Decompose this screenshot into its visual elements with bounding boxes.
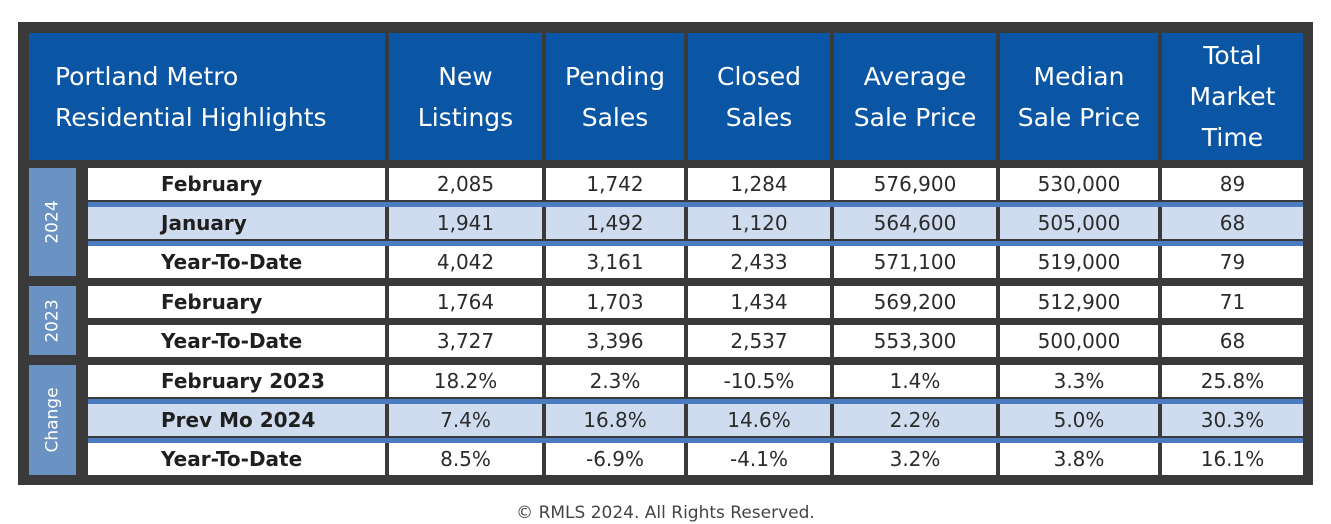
- title-line-1: Portland Metro: [55, 61, 239, 91]
- table-cell: 3.3%: [1000, 365, 1158, 397]
- table-cell: 1,120: [688, 207, 830, 239]
- header-line: Average: [863, 61, 967, 91]
- header-line: Total: [1203, 41, 1262, 70]
- row-label: Prev Mo 2024: [88, 404, 385, 436]
- title-line-2: Residential Highlights: [55, 102, 327, 132]
- group-label-2023: 2023: [29, 286, 76, 355]
- table-cell: 500,000: [1000, 325, 1158, 357]
- table-title: Portland Metro Residential Highlights: [29, 33, 385, 160]
- table-cell: 3.2%: [834, 443, 996, 475]
- table-cell: 1,703: [546, 286, 684, 318]
- column-header-pending-sales: Pending Sales: [546, 33, 684, 160]
- header-line: New: [438, 61, 493, 91]
- column-header-closed-sales: Closed Sales: [688, 33, 830, 160]
- table-cell: 7.4%: [389, 404, 542, 436]
- table-cell: 4,042: [389, 246, 542, 278]
- row-label: Year-To-Date: [88, 325, 385, 357]
- table-cell: 571,100: [834, 246, 996, 278]
- row-label: February 2023: [88, 365, 385, 397]
- header-line: Sales: [725, 102, 793, 132]
- row-label: Year-To-Date: [88, 443, 385, 475]
- row-separator-band: [88, 399, 1303, 404]
- header-line: Listings: [417, 102, 514, 132]
- header-line: Time: [1201, 123, 1264, 152]
- column-header-average-sale-price: Average Sale Price: [834, 33, 996, 160]
- table-cell: 14.6%: [688, 404, 830, 436]
- header-line: Market: [1189, 82, 1276, 111]
- table-cell: 1,492: [546, 207, 684, 239]
- group-label-text: Change: [42, 387, 63, 453]
- table-cell: 1,434: [688, 286, 830, 318]
- table-cell: 512,900: [1000, 286, 1158, 318]
- row-separator-band: [88, 202, 1303, 207]
- column-header-total-market-time: Total Market Time: [1162, 33, 1303, 160]
- column-header-median-sale-price: Median Sale Price: [1000, 33, 1158, 160]
- table-cell: 30.3%: [1162, 404, 1303, 436]
- table-cell: 505,000: [1000, 207, 1158, 239]
- row-separator-band: [88, 438, 1303, 443]
- table-cell: 1,764: [389, 286, 542, 318]
- table-cell: 25.8%: [1162, 365, 1303, 397]
- table-cell: 576,900: [834, 168, 996, 200]
- table-cell: 68: [1162, 325, 1303, 357]
- table-cell: 16.1%: [1162, 443, 1303, 475]
- table-cell: -6.9%: [546, 443, 684, 475]
- copyright-footer: © RMLS 2024. All Rights Reserved.: [516, 503, 815, 523]
- table-cell: 2,537: [688, 325, 830, 357]
- group-label-2024: 2024: [29, 168, 76, 276]
- header-line: Sales: [581, 102, 649, 132]
- table-cell: 2.2%: [834, 404, 996, 436]
- table-cell: 2.3%: [546, 365, 684, 397]
- group-label-text: 2023: [42, 298, 63, 343]
- column-header-new-listings: New Listings: [389, 33, 542, 160]
- table-cell: 16.8%: [546, 404, 684, 436]
- table-cell: 79: [1162, 246, 1303, 278]
- header-line: Sale Price: [853, 102, 977, 132]
- row-label: January: [88, 207, 385, 239]
- table-cell: 68: [1162, 207, 1303, 239]
- table-cell: 1,742: [546, 168, 684, 200]
- table-cell: 1,941: [389, 207, 542, 239]
- table-cell: 3.8%: [1000, 443, 1158, 475]
- header-line: Pending: [565, 61, 665, 91]
- table-cell: 553,300: [834, 325, 996, 357]
- table-cell: 71: [1162, 286, 1303, 318]
- group-label-text: 2024: [42, 200, 63, 244]
- table-cell: 3,727: [389, 325, 542, 357]
- row-label: February: [88, 286, 385, 318]
- table-cell: -10.5%: [688, 365, 830, 397]
- table-cell: 2,085: [389, 168, 542, 200]
- table-cell: 5.0%: [1000, 404, 1158, 436]
- table-cell: 1.4%: [834, 365, 996, 397]
- table-cell: 569,200: [834, 286, 996, 318]
- table-cell: 3,396: [546, 325, 684, 357]
- header-line: Closed: [717, 61, 801, 91]
- table-cell: 1,284: [688, 168, 830, 200]
- header-line: Sale Price: [1017, 102, 1141, 132]
- table-cell: 564,600: [834, 207, 996, 239]
- table-cell: 519,000: [1000, 246, 1158, 278]
- table-cell: 2,433: [688, 246, 830, 278]
- table-cell: 3,161: [546, 246, 684, 278]
- table-cell: 89: [1162, 168, 1303, 200]
- header-line: Median: [1033, 61, 1125, 91]
- table-cell: -4.1%: [688, 443, 830, 475]
- row-label: February: [88, 168, 385, 200]
- table-cell: 18.2%: [389, 365, 542, 397]
- row-separator-band: [88, 241, 1303, 246]
- table-cell: 530,000: [1000, 168, 1158, 200]
- table-cell: 8.5%: [389, 443, 542, 475]
- group-label-change: Change: [29, 365, 76, 475]
- row-label: Year-To-Date: [88, 246, 385, 278]
